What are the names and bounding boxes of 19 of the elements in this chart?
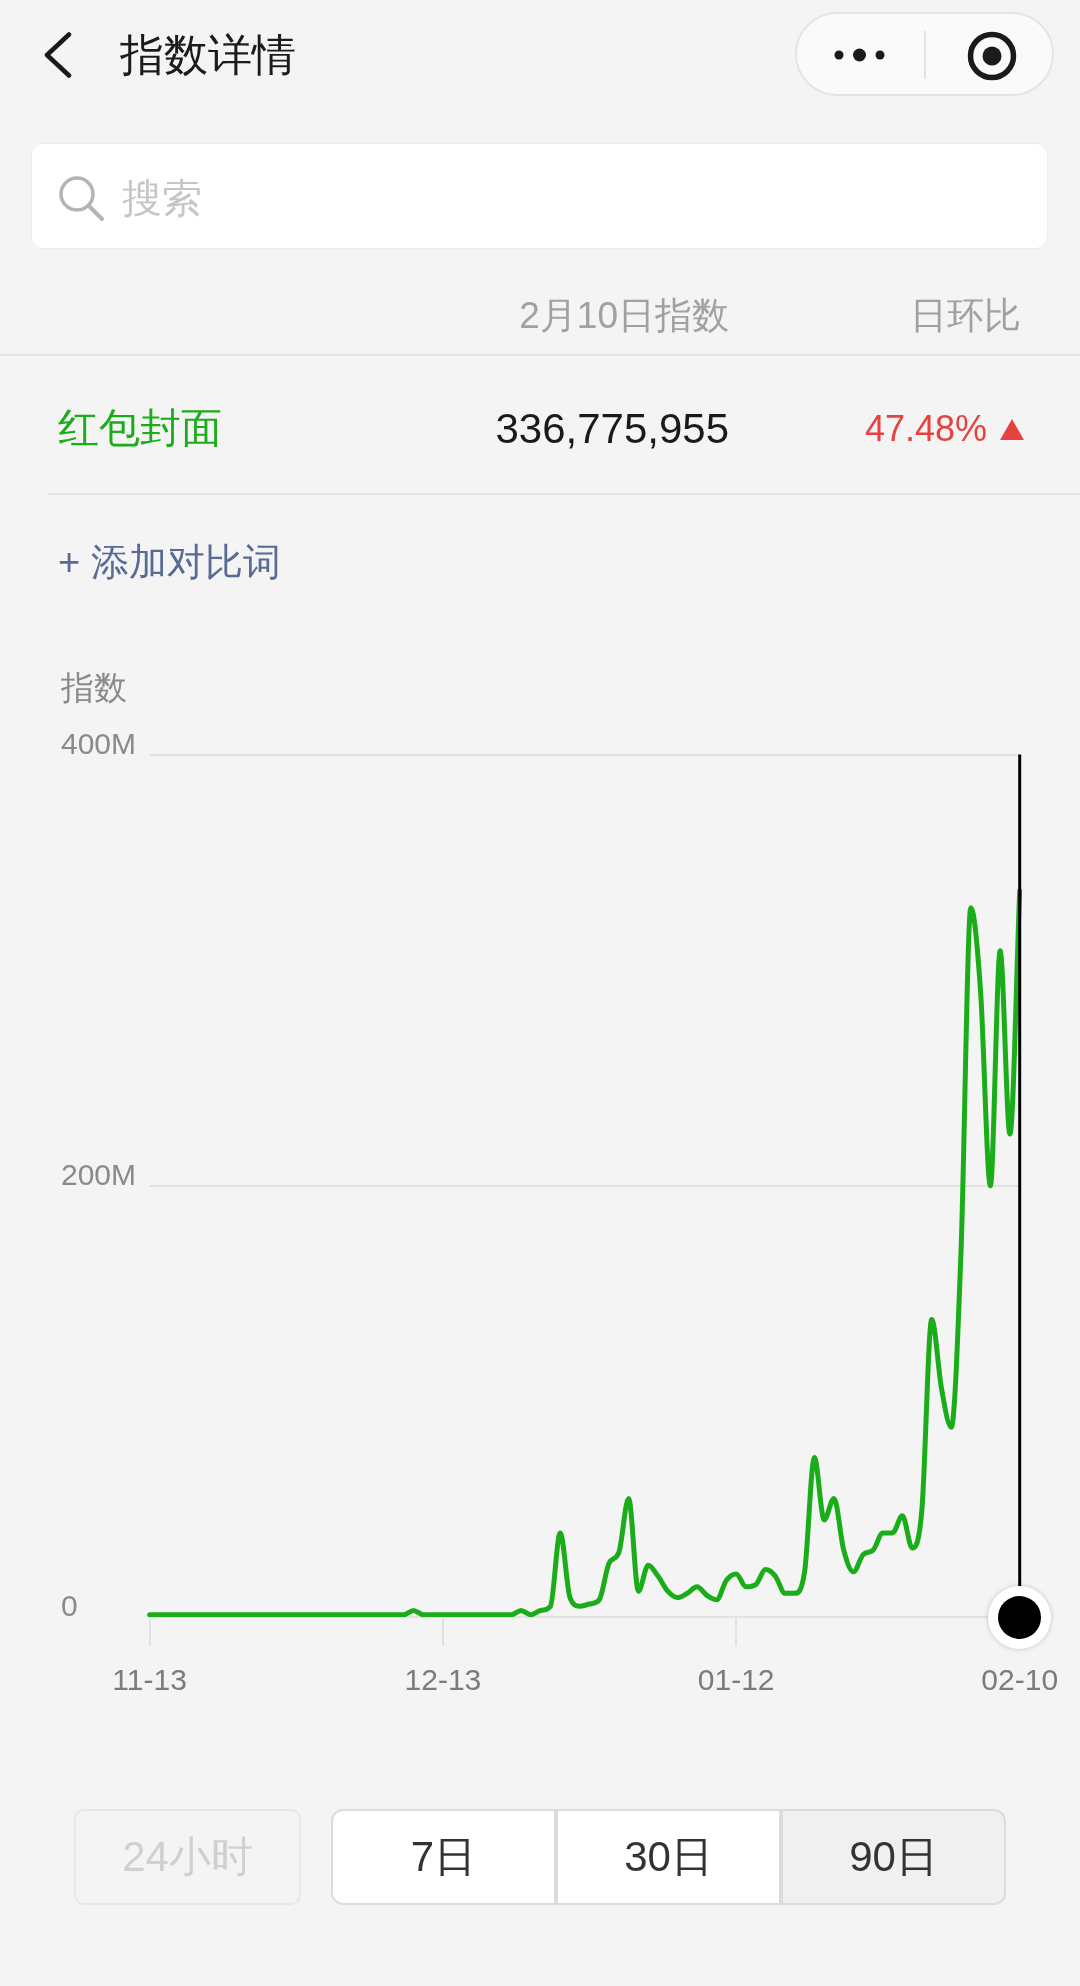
- chart-title: 指数详情: [120, 28, 296, 81]
- y-tick-label: 200M: [61, 1158, 137, 1192]
- y-tick-label: 400M: [61, 726, 137, 760]
- text: 红包封面: [58, 404, 222, 454]
- text: 90日: [849, 1831, 938, 1882]
- text: 2月10日指数: [519, 293, 729, 338]
- x-tick-label: 01-12: [697, 1663, 775, 1697]
- text: 7日: [410, 1831, 477, 1882]
- text: 搜索: [122, 175, 202, 222]
- text: + 添加对比词: [58, 540, 281, 586]
- y-tick-label: 0: [61, 1589, 78, 1623]
- x-tick-label: 12-13: [404, 1663, 482, 1697]
- text: 336,775,955: [495, 403, 729, 454]
- text: 47.48%: [864, 407, 987, 451]
- text: 日环比: [910, 293, 1021, 338]
- x-tick-label: 11-13: [112, 1663, 187, 1697]
- x-tick-label: 02-10: [981, 1663, 1059, 1697]
- y-axis-title: 指数: [61, 668, 127, 708]
- text: 30日: [624, 1831, 713, 1882]
